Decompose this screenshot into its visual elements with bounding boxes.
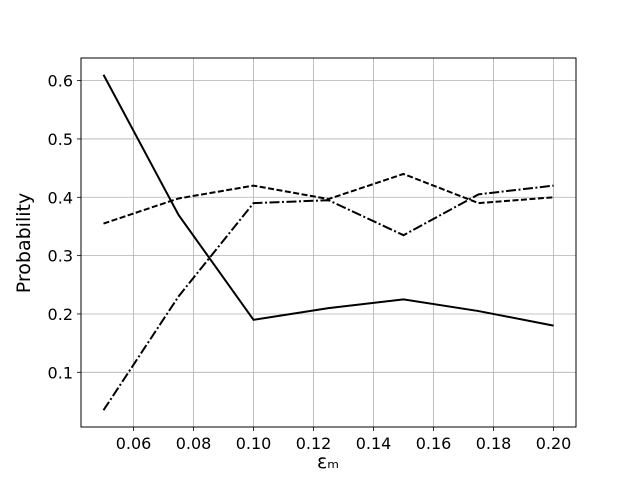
x-tick-label: 0.18 (476, 434, 512, 453)
x-tick-label: 0.16 (416, 434, 452, 453)
plot-frame (80, 57, 577, 428)
x-tick-label: 0.10 (236, 434, 272, 453)
x-axis-label: εₘ (317, 451, 339, 473)
y-axis-label: Probability (13, 193, 35, 293)
y-tick-label: 0.2 (48, 305, 73, 324)
data-line (102, 184, 554, 411)
x-tick-label: 0.14 (356, 434, 392, 453)
x-tick-label: 0.20 (536, 434, 572, 453)
data-line (103, 172, 554, 225)
y-tick-label: 0.4 (48, 188, 73, 207)
y-tick-label: 0.6 (48, 72, 73, 91)
x-tick-label: 0.12 (296, 434, 332, 453)
data-line (102, 74, 554, 327)
x-tick-label: 0.06 (116, 434, 152, 453)
y-tick-label: 0.1 (48, 363, 73, 382)
y-tick-label: 0.3 (48, 247, 73, 266)
x-tick-label: 0.08 (176, 434, 212, 453)
y-tick-label: 0.5 (48, 130, 73, 149)
